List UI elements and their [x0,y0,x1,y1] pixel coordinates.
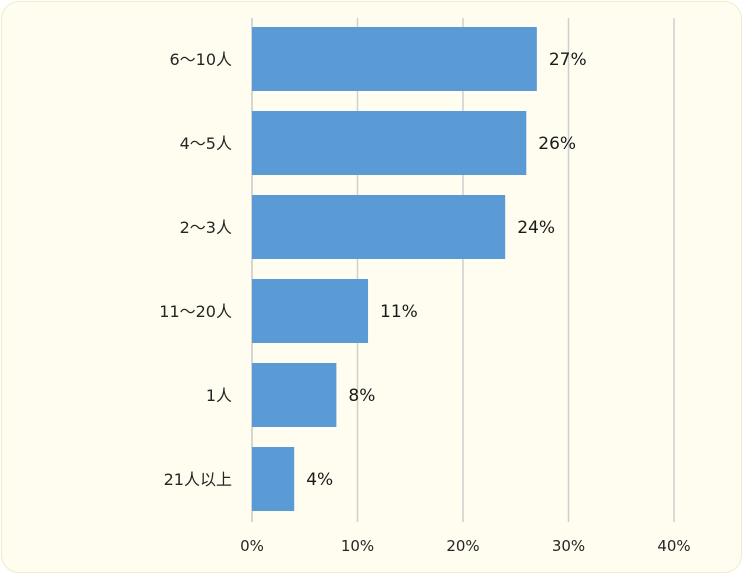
category-label: 2～3人 [180,218,232,237]
bar [252,447,295,511]
bar-series [252,27,537,511]
category-label: 1人 [206,386,232,405]
data-label: 24% [517,218,555,238]
x-tick-label: 30% [552,537,585,555]
data-labels: 27% 26% 24% 11% 8% 4% [306,50,586,490]
category-label: 6～10人 [169,50,232,69]
bar [252,111,527,175]
bar [252,195,506,259]
x-tick-label: 0% [240,537,264,555]
data-label: 27% [549,50,587,70]
x-tick-label: 10% [341,537,374,555]
category-labels: 6～10人 4～5人 2～3人 11～20人 1人 21人以上 [159,50,232,489]
data-label: 11% [380,302,418,322]
x-axis-ticks: 0% 10% 20% 30% 40% [240,537,691,555]
x-tick-label: 40% [657,537,690,555]
category-label: 21人以上 [164,470,232,489]
bar [252,363,337,427]
bar [252,279,369,343]
data-label: 26% [538,134,576,154]
category-label: 4～5人 [180,134,232,153]
gridlines [251,18,675,522]
category-label: 11～20人 [159,302,232,321]
bar [252,27,537,91]
data-label: 4% [306,470,333,490]
x-tick-label: 20% [446,537,479,555]
data-label: 8% [348,386,375,406]
